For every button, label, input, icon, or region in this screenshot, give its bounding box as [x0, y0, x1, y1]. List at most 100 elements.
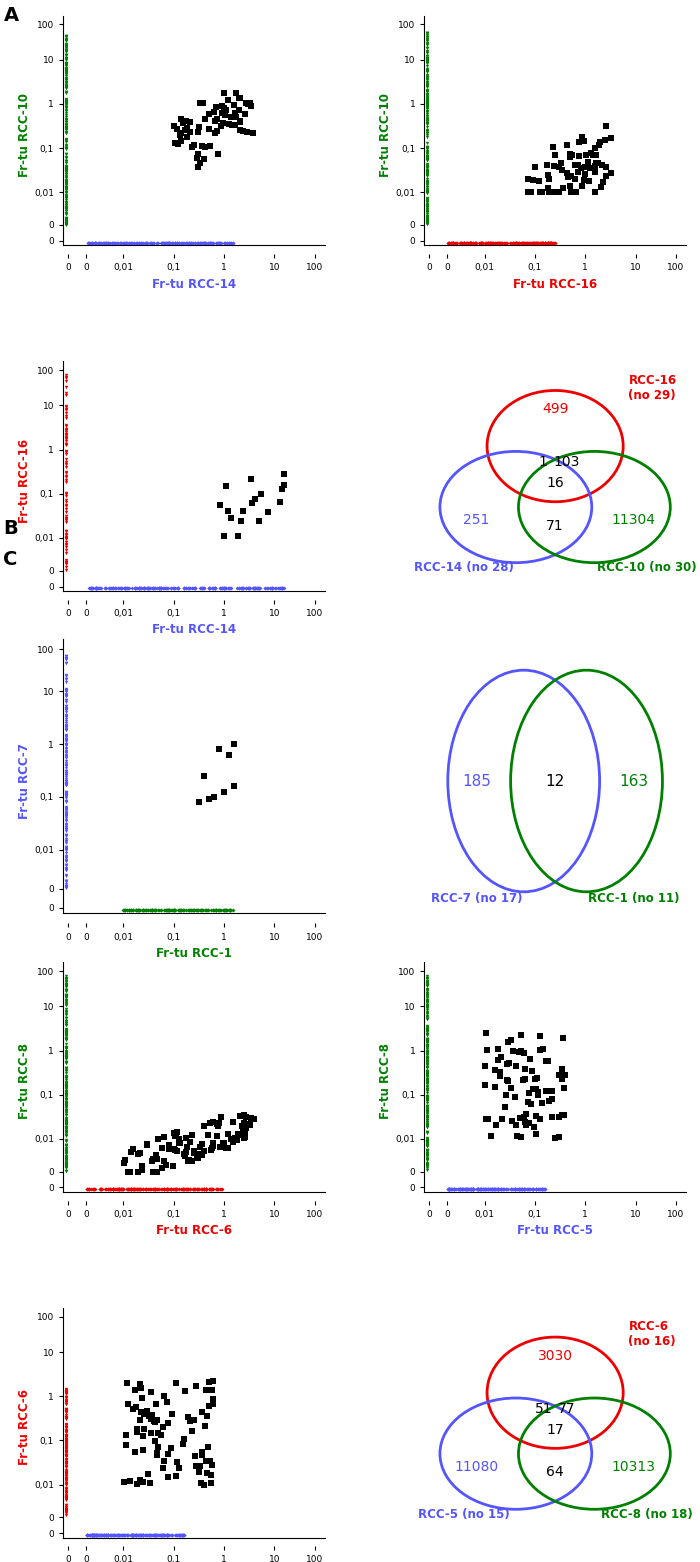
- Point: [141, 230, 153, 255]
- Point: [134, 1523, 145, 1548]
- Point: [60, 1450, 71, 1475]
- Point: [112, 1523, 123, 1548]
- Point: [421, 192, 433, 217]
- Point: [199, 230, 210, 255]
- Point: [60, 555, 71, 580]
- Point: [60, 647, 71, 672]
- Point: [207, 897, 218, 922]
- Point: [60, 439, 71, 464]
- Point: [162, 1442, 174, 1467]
- Point: [60, 1378, 71, 1403]
- Point: [523, 1176, 534, 1201]
- Point: [421, 1047, 433, 1072]
- Point: [60, 1476, 71, 1501]
- Point: [421, 56, 433, 81]
- Point: [183, 1176, 194, 1201]
- Point: [421, 1040, 433, 1065]
- Point: [207, 230, 218, 255]
- Point: [500, 1095, 511, 1120]
- Point: [169, 1176, 181, 1201]
- Point: [421, 141, 433, 166]
- Point: [154, 1523, 165, 1548]
- Point: [60, 998, 71, 1023]
- Point: [206, 1462, 217, 1487]
- Point: [169, 1176, 181, 1201]
- Point: [92, 1523, 103, 1548]
- Point: [510, 1176, 522, 1201]
- Point: [180, 117, 191, 142]
- Point: [60, 651, 71, 676]
- Point: [187, 230, 198, 255]
- Point: [537, 1176, 548, 1201]
- Point: [189, 1176, 200, 1201]
- Point: [60, 28, 71, 53]
- Point: [113, 1523, 124, 1548]
- Point: [165, 1176, 176, 1201]
- Point: [134, 576, 145, 601]
- Point: [421, 78, 433, 103]
- Point: [60, 1103, 71, 1128]
- Point: [60, 733, 71, 758]
- Point: [192, 897, 203, 922]
- Point: [421, 97, 433, 122]
- Point: [252, 576, 263, 601]
- Point: [151, 1159, 162, 1184]
- Point: [81, 1176, 92, 1201]
- Point: [201, 897, 212, 922]
- Point: [118, 1523, 130, 1548]
- Point: [60, 1431, 71, 1456]
- Point: [515, 230, 526, 255]
- Point: [187, 230, 198, 255]
- Point: [173, 1523, 184, 1548]
- Point: [60, 1082, 71, 1107]
- Point: [511, 1053, 522, 1078]
- Point: [60, 990, 71, 1015]
- Point: [142, 1176, 153, 1201]
- Point: [482, 1176, 493, 1201]
- Point: [157, 230, 168, 255]
- Point: [495, 230, 506, 255]
- Point: [60, 744, 71, 769]
- Point: [505, 1076, 517, 1101]
- Point: [163, 1132, 174, 1157]
- Point: [493, 1048, 504, 1073]
- Point: [60, 62, 71, 87]
- Point: [138, 576, 149, 601]
- Point: [548, 230, 559, 255]
- Point: [173, 1131, 184, 1156]
- Point: [195, 1134, 206, 1159]
- Point: [60, 1045, 71, 1070]
- Point: [130, 897, 141, 922]
- Point: [138, 1523, 149, 1548]
- Point: [421, 148, 433, 173]
- Point: [421, 1137, 433, 1162]
- Point: [421, 139, 433, 164]
- Point: [559, 1075, 570, 1100]
- Point: [192, 897, 203, 922]
- Point: [204, 576, 216, 601]
- Point: [421, 20, 433, 45]
- Point: [421, 1075, 433, 1100]
- Point: [540, 1048, 552, 1073]
- Point: [60, 489, 71, 514]
- Point: [486, 1176, 498, 1201]
- Point: [456, 1176, 468, 1201]
- Point: [106, 1523, 117, 1548]
- Point: [473, 1176, 484, 1201]
- Point: [421, 1062, 433, 1087]
- Point: [160, 576, 171, 601]
- Point: [421, 1148, 433, 1173]
- Point: [421, 64, 433, 89]
- Point: [60, 375, 71, 400]
- Point: [210, 897, 221, 922]
- Point: [493, 230, 504, 255]
- Point: [146, 897, 158, 922]
- Point: [196, 1131, 207, 1156]
- Point: [60, 1415, 71, 1440]
- Point: [195, 91, 206, 116]
- Point: [164, 1523, 175, 1548]
- Point: [60, 1022, 71, 1047]
- Point: [60, 1001, 71, 1026]
- Text: C: C: [4, 550, 18, 569]
- Point: [421, 161, 433, 186]
